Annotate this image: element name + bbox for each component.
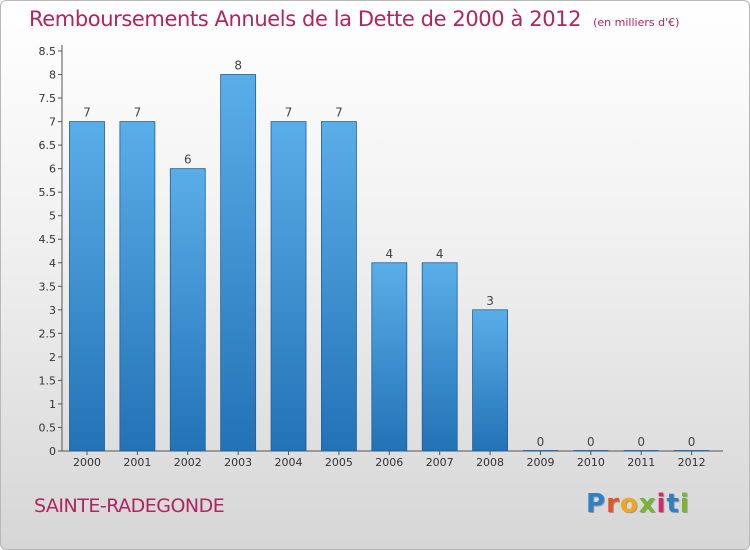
y-tick-label: 4 (49, 257, 56, 270)
y-tick-label: 7 (49, 116, 56, 129)
data-label: 3 (486, 294, 494, 308)
x-tick-label: 2012 (678, 456, 706, 469)
data-label: 7 (134, 106, 142, 120)
data-label: 0 (688, 435, 696, 449)
x-tick-label: 2002 (174, 456, 202, 469)
y-tick-label: 0.5 (39, 421, 57, 434)
bar (472, 309, 508, 452)
chart-unit: (en milliers d'€) (593, 16, 680, 29)
x-tick-label: 2003 (224, 456, 252, 469)
commune-name: SAINTE-RADEGONDE (34, 495, 225, 517)
data-label: 6 (184, 153, 192, 167)
chart-title: Remboursements Annuels de la Dette de 20… (29, 7, 679, 31)
logo-letter: i (656, 489, 667, 519)
bar (69, 121, 105, 452)
x-tick-label: 2009 (526, 456, 554, 469)
y-tick-label: 0 (49, 445, 56, 458)
y-tick-label: 1.5 (39, 374, 57, 387)
logo-letter: o (619, 489, 639, 519)
x-tick-label: 2005 (325, 456, 353, 469)
x-tick-label: 2007 (426, 456, 454, 469)
bar (421, 262, 458, 452)
y-tick-label: 1 (49, 398, 56, 411)
y-tick-label: 2 (49, 351, 56, 364)
bar (169, 168, 206, 452)
logo-letter: r (606, 489, 620, 519)
chart-bars: 7 7 6 8 7 7 4 4 3 0 0 0 0 (69, 59, 710, 452)
bar (522, 450, 558, 451)
bar (371, 262, 408, 452)
y-tick-label: 7.5 (39, 92, 57, 105)
bar (119, 121, 156, 452)
data-label: 0 (637, 435, 645, 449)
y-tick-label: 8.5 (39, 45, 57, 58)
y-tick-label: 6.5 (39, 139, 57, 152)
x-tick-label: 2011 (627, 456, 655, 469)
y-tick-label: 8 (49, 69, 56, 82)
data-label: 4 (385, 247, 393, 261)
proxiti-logo: Proxiti (586, 489, 690, 519)
chart-title-text: Remboursements Annuels de la Dette de 20… (29, 7, 582, 31)
data-label: 0 (587, 435, 595, 449)
chart-axes: 0 0.5 1 1.5 2 2.5 3 3.5 4 4.5 5 5.5 6 6.5 7 7.5 8 8.5 2000… (39, 45, 723, 469)
bar (674, 450, 710, 451)
x-tick-label: 2010 (577, 456, 605, 469)
logo-letter: t (666, 489, 680, 519)
y-tick-label: 3 (49, 304, 56, 317)
data-label: 8 (234, 59, 242, 73)
data-label: 7 (285, 106, 293, 120)
logo-letter: P (586, 489, 607, 519)
bar (220, 74, 257, 452)
data-label: 7 (83, 106, 91, 120)
bar (270, 121, 307, 452)
bar (573, 450, 609, 451)
y-tick-label: 3.5 (39, 280, 57, 293)
x-tick-label: 2006 (375, 456, 403, 469)
data-label: 0 (537, 435, 545, 449)
x-tick-label: 2001 (123, 456, 151, 469)
logo-letter: x (638, 489, 657, 519)
y-tick-label: 2.5 (39, 327, 57, 340)
y-tick-label: 5.5 (39, 186, 57, 199)
bar (321, 121, 357, 452)
y-tick-label: 5 (49, 210, 56, 223)
y-tick-label: 6 (49, 163, 56, 176)
x-tick-label: 2000 (73, 456, 101, 469)
x-tick-label: 2008 (476, 456, 504, 469)
data-label: 4 (436, 247, 444, 261)
logo-letter: i (679, 489, 690, 519)
bar (623, 450, 659, 451)
data-label: 7 (335, 106, 343, 120)
y-tick-label: 4.5 (39, 233, 57, 246)
x-tick-label: 2004 (275, 456, 303, 469)
